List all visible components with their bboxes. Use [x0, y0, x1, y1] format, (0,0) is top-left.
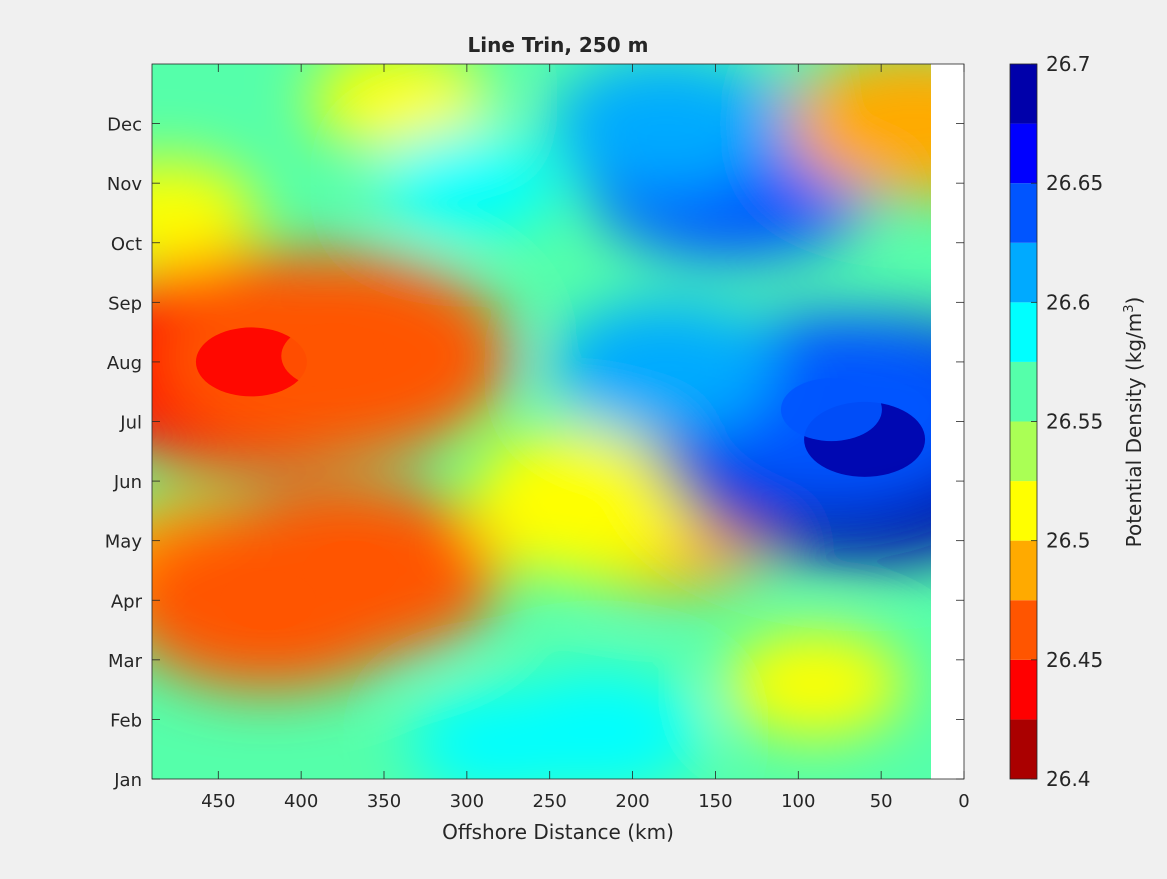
x-tick-label: 100: [781, 791, 815, 812]
density-contour-field: [152, 64, 964, 779]
y-tick-label: Jan: [113, 770, 142, 791]
x-tick-label: 0: [958, 791, 969, 812]
y-tick-label: Oct: [111, 234, 142, 255]
y-tick-label: Apr: [111, 591, 143, 612]
y-tick-label: Jul: [119, 413, 142, 434]
contour-feature: [310, 64, 491, 154]
colorbar-tick-label: 26.6: [1046, 290, 1091, 314]
y-tick-label: Nov: [107, 174, 142, 195]
colorbar-label: Potential Density (kg/m3): [1122, 297, 1146, 548]
x-tick-label: 150: [698, 791, 732, 812]
contour-feature: [475, 427, 657, 535]
contour-feature: [550, 64, 781, 192]
x-tick-label: 200: [615, 791, 649, 812]
x-tick-label: 50: [870, 791, 893, 812]
colorbar-bin: [1010, 123, 1037, 184]
colorbar-bin: [1010, 361, 1037, 422]
colorbar-bin: [1010, 302, 1037, 362]
colorbar-tick-label: 26.5: [1046, 529, 1091, 553]
colorbar-bin: [1010, 600, 1037, 660]
y-tick-label: Mar: [108, 651, 143, 672]
x-tick-label: 300: [450, 791, 484, 812]
x-tick-label: 350: [367, 791, 401, 812]
colorbar-tick-label: 26.7: [1046, 52, 1091, 76]
colorbar-bin: [1010, 719, 1037, 779]
colorbar-bin: [1010, 421, 1037, 482]
contour-core: [302, 540, 399, 601]
contour-core: [195, 327, 307, 397]
colorbar-label-suffix: ): [1122, 297, 1146, 305]
x-tick-label: 400: [284, 791, 318, 812]
y-axis: Jan Feb Mar Apr May Jun Jul Aug Sep Oct Nov Dec: [105, 115, 964, 791]
y-tick-label: Jun: [113, 472, 142, 493]
contour-core: [780, 378, 882, 442]
contour-feature: [724, 630, 906, 738]
y-tick-label: Feb: [110, 710, 142, 731]
y-tick-label: Dec: [107, 115, 142, 136]
colorbar-bin: [1010, 183, 1037, 243]
colorbar-label-main: Potential Density (kg/m: [1122, 313, 1146, 548]
colorbar-bin: [1010, 659, 1037, 720]
colorbar-tick-label: 26.45: [1046, 648, 1103, 672]
colorbar-bin: [1010, 540, 1037, 601]
x-tick-label: 250: [533, 791, 567, 812]
colorbar-bin: [1010, 242, 1037, 303]
colorbar-tick-label: 26.65: [1046, 171, 1103, 195]
colorbar-tick-label: 26.4: [1046, 767, 1091, 791]
colorbar-bin: [1010, 481, 1037, 541]
y-tick-label: Aug: [107, 353, 142, 374]
contour-core: [220, 570, 316, 631]
colorbar-bin: [1010, 64, 1037, 124]
x-tick-label: 450: [201, 791, 235, 812]
y-tick-label: May: [105, 532, 143, 553]
contour-feature: [787, 64, 964, 199]
colorbar-tick-label: 26.55: [1046, 410, 1103, 434]
y-tick-label: Sep: [108, 293, 142, 314]
contour-feature: [376, 129, 558, 237]
chart-title: Line Trin, 250 m: [468, 33, 649, 57]
contour-feature: [550, 299, 781, 436]
x-axis: 450 400 350 300 250 200 150 100 50 0: [201, 64, 970, 812]
x-axis-label: Offshore Distance (km): [442, 820, 674, 844]
contour-core: [281, 322, 388, 389]
plot-frame: [151, 63, 965, 780]
colorbar-label-superscript: 3: [1122, 304, 1137, 312]
colorbar: 26.4 26.45 26.5 26.55 26.6 26.65 26.7: [1009, 52, 1103, 791]
contour-feature: [152, 159, 259, 267]
contour-feature: [409, 689, 591, 779]
